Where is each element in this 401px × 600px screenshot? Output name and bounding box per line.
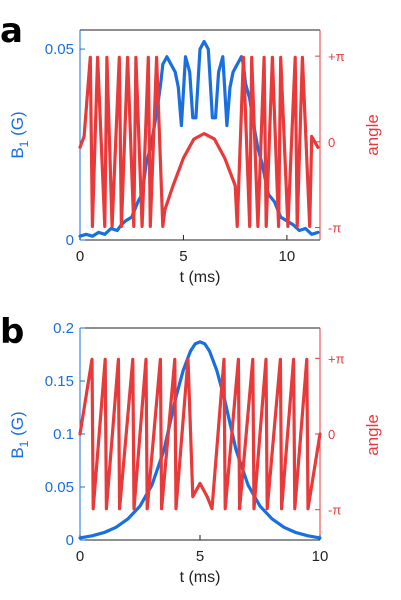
panel-a-xtick-label: 10 xyxy=(279,248,296,265)
panel-b-ytick-left-label: 0.15 xyxy=(45,373,74,390)
panel-a-ytick-right-label: +π xyxy=(328,49,345,64)
panel-b-b1-magnitude-line xyxy=(78,340,322,540)
panel-b-ytick-right-label: -π xyxy=(328,503,341,518)
panel-a-ticks: 0 5 10 0 0.05 +π 0 -π xyxy=(45,41,345,265)
panel-b-ylabel-left: B1 (G) xyxy=(8,411,31,458)
panel-a-ylabel-right: angle xyxy=(363,114,382,156)
panel-a-series xyxy=(78,39,320,238)
panel-b-ytick-right-label: +π xyxy=(328,351,345,366)
panel-b-ytick-left-label: 0.1 xyxy=(53,426,74,443)
panel-a-b1-magnitude-line xyxy=(78,39,320,238)
panel-b: b 0 5 10 0 0.05 0.1 0.15 0.2 +π 0 -π t (ms) B1 (G)… xyxy=(0,312,382,586)
panel-a-ytick-right-label: -π xyxy=(328,220,341,235)
panel-a-xtick-label: 5 xyxy=(179,248,187,265)
panel-b-ylabel-right: angle xyxy=(363,414,382,456)
panel-b-phase-angle-line xyxy=(78,357,322,511)
panel-a-ytick-left-label: 0 xyxy=(66,232,74,249)
panel-b-ticks: 0 5 10 0 0.05 0.1 0.15 0.2 +π 0 -π xyxy=(45,320,345,565)
panel-a-ytick-right-label: 0 xyxy=(328,135,335,150)
panel-a-xtick-label: 0 xyxy=(76,248,84,265)
panel-b-xtick-label: 0 xyxy=(76,548,84,565)
panel-b-label: b xyxy=(0,312,24,352)
panel-a-xlabel: t (ms) xyxy=(180,269,221,286)
panel-b-xlabel: t (ms) xyxy=(180,569,221,586)
panel-b-xtick-label: 10 xyxy=(312,548,329,565)
panel-b-ytick-left-label: 0.2 xyxy=(53,320,74,337)
panel-b-ytick-left-label: 0 xyxy=(66,532,74,549)
panel-a-ylabel-left: B1 (G) xyxy=(8,111,31,158)
panel-b-ytick-right-label: 0 xyxy=(328,427,335,442)
panel-a: a 0 5 10 0 0.05 +π 0 -π t (ms) B1 (G) angle xyxy=(0,11,382,286)
panel-a-label: a xyxy=(0,11,23,51)
panel-a-phase-angle-line xyxy=(78,55,320,228)
panel-a-ytick-left-label: 0.05 xyxy=(45,41,74,58)
panel-b-ytick-left-label: 0.05 xyxy=(45,479,74,496)
panel-b-series xyxy=(78,340,322,540)
panel-b-xtick-label: 5 xyxy=(196,548,204,565)
